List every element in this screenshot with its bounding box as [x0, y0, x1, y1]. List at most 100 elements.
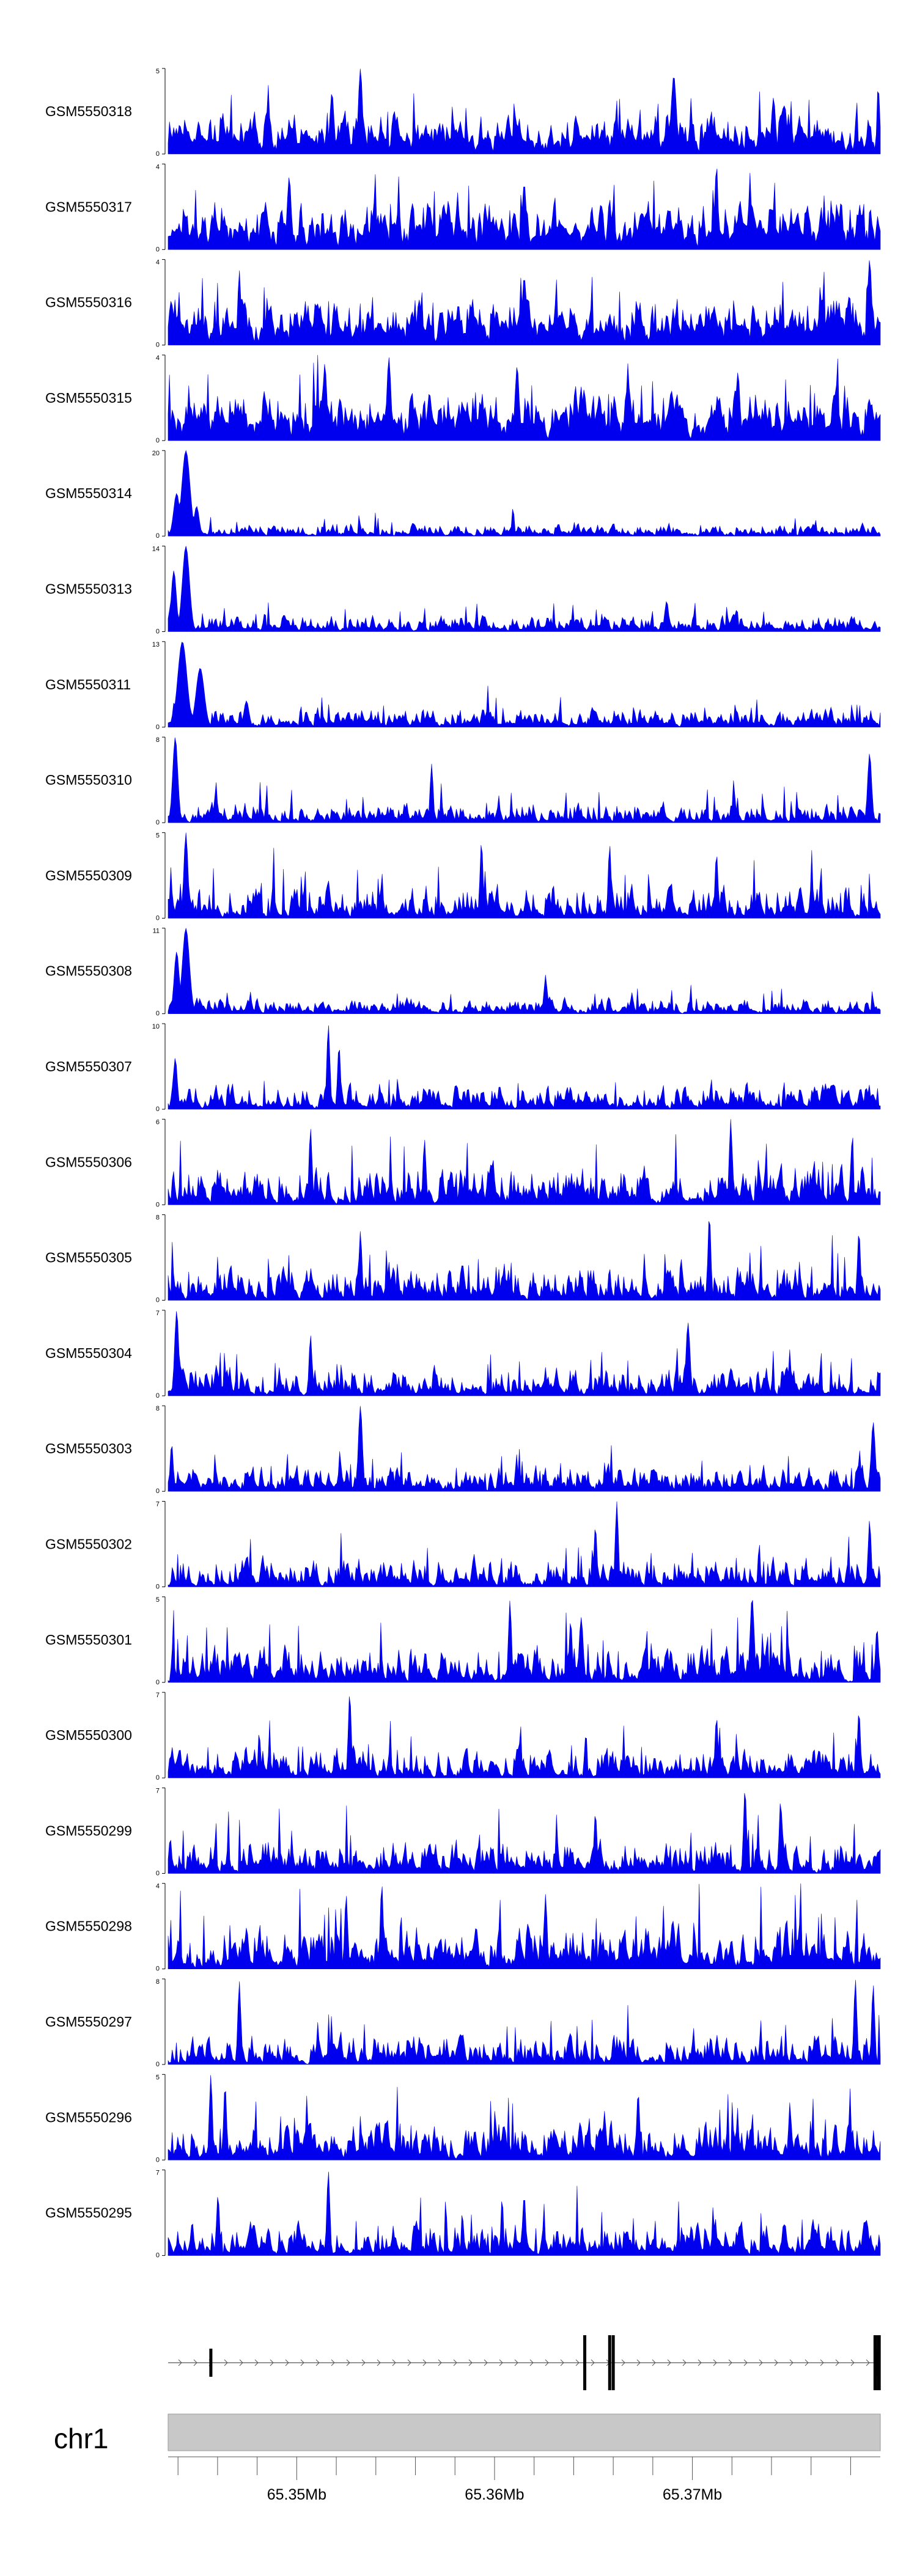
y-max-label: 7 [156, 1692, 160, 1699]
track-label: GSM5550300 [45, 1727, 132, 1743]
strand-arrow [560, 2359, 564, 2366]
y-max-label: 7 [156, 1501, 160, 1508]
coverage-track: GSM5550299 7 0 [45, 1787, 881, 1877]
y-min-label: 0 [156, 819, 160, 826]
y-min-label: 0 [156, 914, 160, 922]
coverage-area [168, 1793, 881, 1874]
coverage-track: GSM5550306 6 0 [45, 1118, 881, 1208]
y-min-label: 0 [156, 532, 160, 540]
strand-arrow [239, 2359, 243, 2366]
y-min-label: 0 [156, 2252, 160, 2259]
strand-arrow [866, 2359, 870, 2366]
y-max-label: 7 [156, 1787, 160, 1794]
y-min-label: 0 [156, 1965, 160, 1973]
y-max-label: 5 [156, 2074, 160, 2081]
x-tick-label: 65.35Mb [267, 2486, 326, 2503]
x-tick-label: 65.37Mb [663, 2486, 722, 2503]
strand-arrow [422, 2359, 427, 2366]
gene-model-track [168, 2335, 881, 2390]
y-min-label: 0 [156, 1201, 160, 1208]
coverage-area [168, 2171, 881, 2256]
coverage-track: GSM5550300 7 0 [45, 1692, 881, 1782]
y-max-label: 8 [156, 1978, 160, 1986]
coverage-track: GSM5550309 5 0 [45, 832, 881, 922]
track-label: GSM5550296 [45, 2109, 132, 2125]
strand-arrow [484, 2359, 488, 2366]
strand-arrow [759, 2359, 763, 2366]
coverage-area [168, 928, 881, 1014]
track-label: GSM5550314 [45, 485, 132, 501]
track-label: GSM5550297 [45, 2014, 132, 2030]
chromosome-bar [168, 2413, 881, 2451]
coverage-track: GSM5550314 20 0 [45, 450, 881, 540]
y-max-label: 7 [156, 2170, 160, 2177]
coverage-track: GSM5550297 8 0 [45, 1978, 881, 2068]
strand-arrow [850, 2359, 855, 2366]
strand-arrow [728, 2359, 732, 2366]
track-label: GSM5550302 [45, 1536, 132, 1552]
exon-block [874, 2349, 880, 2376]
track-label: GSM5550298 [45, 1918, 132, 1934]
coverage-track: GSM5550317 4 0 [45, 163, 881, 253]
chromosome-label: chr1 [54, 2423, 108, 2454]
strand-arrow [621, 2359, 625, 2366]
y-min-label: 0 [156, 1488, 160, 1495]
track-label: GSM5550310 [45, 772, 132, 788]
y-min-label: 0 [156, 1774, 160, 1782]
track-label: GSM5550315 [45, 390, 132, 406]
y-max-label: 4 [156, 163, 160, 171]
y-max-label: 4 [156, 259, 160, 266]
coverage-track: GSM5550311 13 0 [45, 641, 881, 731]
coverage-area [168, 450, 881, 537]
coverage-area [168, 1221, 881, 1301]
coverage-area [168, 1696, 881, 1778]
strand-arrow [377, 2359, 381, 2366]
strand-arrow [300, 2359, 304, 2366]
strand-arrow [468, 2359, 473, 2366]
track-label: GSM5550308 [45, 963, 132, 979]
strand-arrow [805, 2359, 809, 2366]
coverage-track: GSM5550296 5 0 [45, 2074, 881, 2163]
coverage-area [168, 1025, 881, 1110]
coverage-area [168, 354, 881, 441]
coverage-area [168, 2075, 881, 2160]
coverage-track: GSM5550305 8 0 [45, 1214, 881, 1304]
strand-arrow [514, 2359, 518, 2366]
y-min-label: 0 [156, 437, 160, 444]
strand-arrow [667, 2359, 671, 2366]
coverage-area [168, 1119, 881, 1205]
strand-arrow [713, 2359, 717, 2366]
track-label: GSM5550301 [45, 1632, 132, 1648]
strand-arrow [178, 2359, 182, 2366]
y-min-label: 0 [156, 246, 160, 253]
strand-arrow [331, 2359, 335, 2366]
y-max-label: 14 [152, 546, 160, 553]
coverage-track: GSM5550307 10 0 [45, 1023, 881, 1113]
coverage-track: GSM5550303 8 0 [45, 1405, 881, 1495]
strand-arrow [789, 2359, 794, 2366]
y-max-label: 6 [156, 1118, 160, 1126]
strand-arrow [698, 2359, 702, 2366]
track-label: GSM5550313 [45, 581, 132, 597]
y-min-label: 0 [156, 2156, 160, 2163]
exon-block [209, 2349, 213, 2377]
strand-arrow [270, 2359, 274, 2366]
coverage-area [168, 642, 881, 728]
y-min-label: 0 [156, 1297, 160, 1304]
coverage-area [168, 68, 881, 155]
strand-arrow [591, 2359, 595, 2366]
coverage-area [168, 1406, 881, 1492]
y-min-label: 0 [156, 1010, 160, 1018]
coverage-area [168, 1501, 881, 1587]
strand-arrow [835, 2359, 839, 2366]
track-label: GSM5550304 [45, 1345, 132, 1361]
strand-arrow [438, 2359, 442, 2366]
strand-arrow [575, 2359, 580, 2366]
y-max-label: 4 [156, 1883, 160, 1890]
y-max-label: 5 [156, 68, 160, 75]
strand-arrow [392, 2359, 396, 2366]
track-label: GSM5550307 [45, 1059, 132, 1074]
strand-arrow [636, 2359, 641, 2366]
